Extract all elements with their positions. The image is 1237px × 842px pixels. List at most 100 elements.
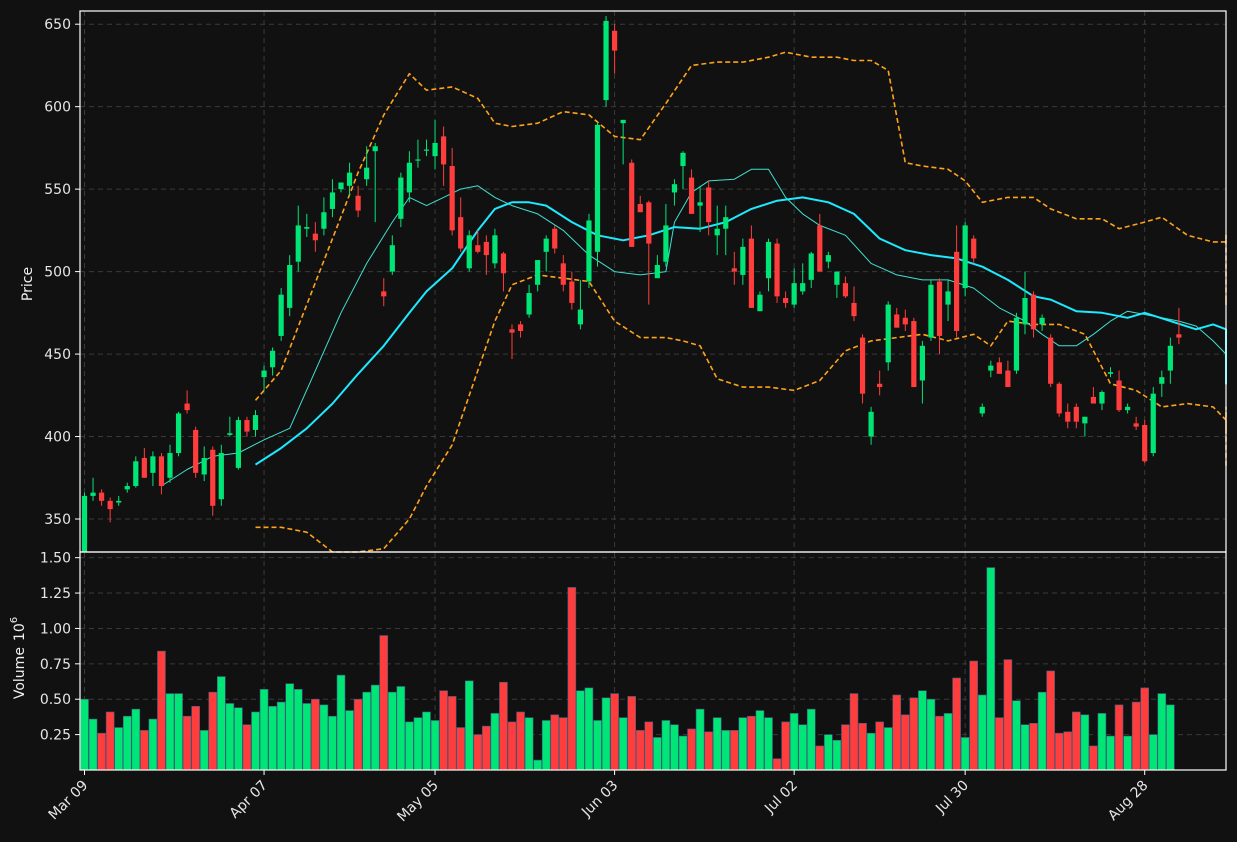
price-tick-label: 600 <box>44 100 71 116</box>
volume-bar <box>909 697 919 771</box>
candle-body <box>1056 383 1062 414</box>
candle <box>389 235 395 275</box>
candle-body <box>774 243 780 297</box>
candle-body <box>107 500 113 510</box>
candle-body <box>1048 337 1054 384</box>
candle-body <box>201 457 207 475</box>
volume-bar <box>464 680 474 771</box>
candle-body <box>1099 392 1105 404</box>
candle <box>235 416 241 470</box>
candle <box>346 162 353 196</box>
candle-body <box>877 383 883 388</box>
candle-body <box>663 225 669 262</box>
candle-body <box>321 212 327 229</box>
candle-body <box>543 238 549 252</box>
candle-body <box>406 162 412 193</box>
candle <box>227 416 233 437</box>
volume-bar <box>336 674 346 771</box>
volume-tick-label: 0.75 <box>40 657 71 673</box>
candle-body <box>355 195 361 211</box>
candle-body <box>680 152 686 167</box>
candle-body <box>432 142 438 157</box>
candle-body <box>278 294 284 336</box>
volume-bar <box>1063 731 1073 771</box>
candle-body <box>449 166 455 231</box>
candle <box>1159 370 1165 397</box>
volume-bar <box>653 737 662 771</box>
volume-bar <box>883 727 893 771</box>
volume-bar <box>516 711 525 771</box>
candle <box>1073 403 1079 429</box>
candle-body <box>193 429 199 473</box>
volume-bar <box>986 567 996 771</box>
volume-bar <box>678 735 688 771</box>
volume-bar <box>1114 704 1124 771</box>
volume-bar <box>507 721 517 771</box>
candle-body <box>697 202 703 206</box>
candle <box>423 139 430 157</box>
volume-bar <box>105 711 115 771</box>
volume-bar <box>242 724 252 771</box>
candle <box>517 321 524 338</box>
candle-body <box>911 321 917 388</box>
candle <box>1107 367 1114 378</box>
candle-body <box>235 420 241 468</box>
volume-bar <box>293 689 303 771</box>
candle-body <box>671 184 678 193</box>
candle-body <box>594 124 601 252</box>
volume-bar <box>1123 735 1132 771</box>
volume-bar <box>960 737 970 771</box>
candle-body <box>962 225 968 289</box>
candle-body <box>603 20 609 101</box>
volume-bar <box>533 759 542 771</box>
candle <box>372 142 378 223</box>
candle <box>312 222 318 252</box>
candle <box>800 263 806 295</box>
volume-bar <box>593 720 602 771</box>
candle-body <box>167 453 173 478</box>
candle-body <box>791 283 797 305</box>
candle-body <box>304 227 310 229</box>
candle <box>688 169 695 214</box>
volume-bar <box>952 677 961 771</box>
candle-body <box>1090 396 1096 404</box>
volume-bar <box>88 718 98 771</box>
volume-bar <box>704 731 713 771</box>
volume-axis-title: Volume 106 <box>9 617 28 699</box>
candle-body <box>398 177 404 219</box>
volume-bar <box>302 703 312 771</box>
candle <box>1142 420 1148 463</box>
volume-bar <box>1020 724 1030 771</box>
candle-body <box>175 413 182 454</box>
candle <box>133 456 139 488</box>
candle <box>1150 387 1156 457</box>
candle-body <box>270 350 276 368</box>
volume-bar <box>1106 735 1115 771</box>
candle <box>945 279 951 322</box>
candle <box>150 451 156 487</box>
candle-body <box>552 228 558 249</box>
volume-bar <box>1097 713 1107 771</box>
price-tick-label: 500 <box>44 265 71 281</box>
volume-bar <box>353 698 363 771</box>
candle <box>646 200 652 305</box>
volume-axis-exponent: 6 <box>9 617 20 623</box>
volume-bar <box>900 714 910 771</box>
price-tick-label: 350 <box>44 512 71 528</box>
candle <box>697 185 703 233</box>
candle-body <box>1039 317 1045 325</box>
candle <box>278 288 284 341</box>
candle-body <box>1082 416 1088 424</box>
candle <box>971 235 977 264</box>
candle-body <box>1133 423 1139 427</box>
volume-bar <box>866 732 876 771</box>
candle-body <box>885 304 891 363</box>
volume-bar <box>413 717 423 771</box>
candle <box>868 406 874 445</box>
candle-body <box>1167 345 1173 371</box>
volume-bar <box>550 714 560 771</box>
candle-body <box>90 492 96 496</box>
candle <box>210 446 216 516</box>
candle-body <box>654 265 660 279</box>
